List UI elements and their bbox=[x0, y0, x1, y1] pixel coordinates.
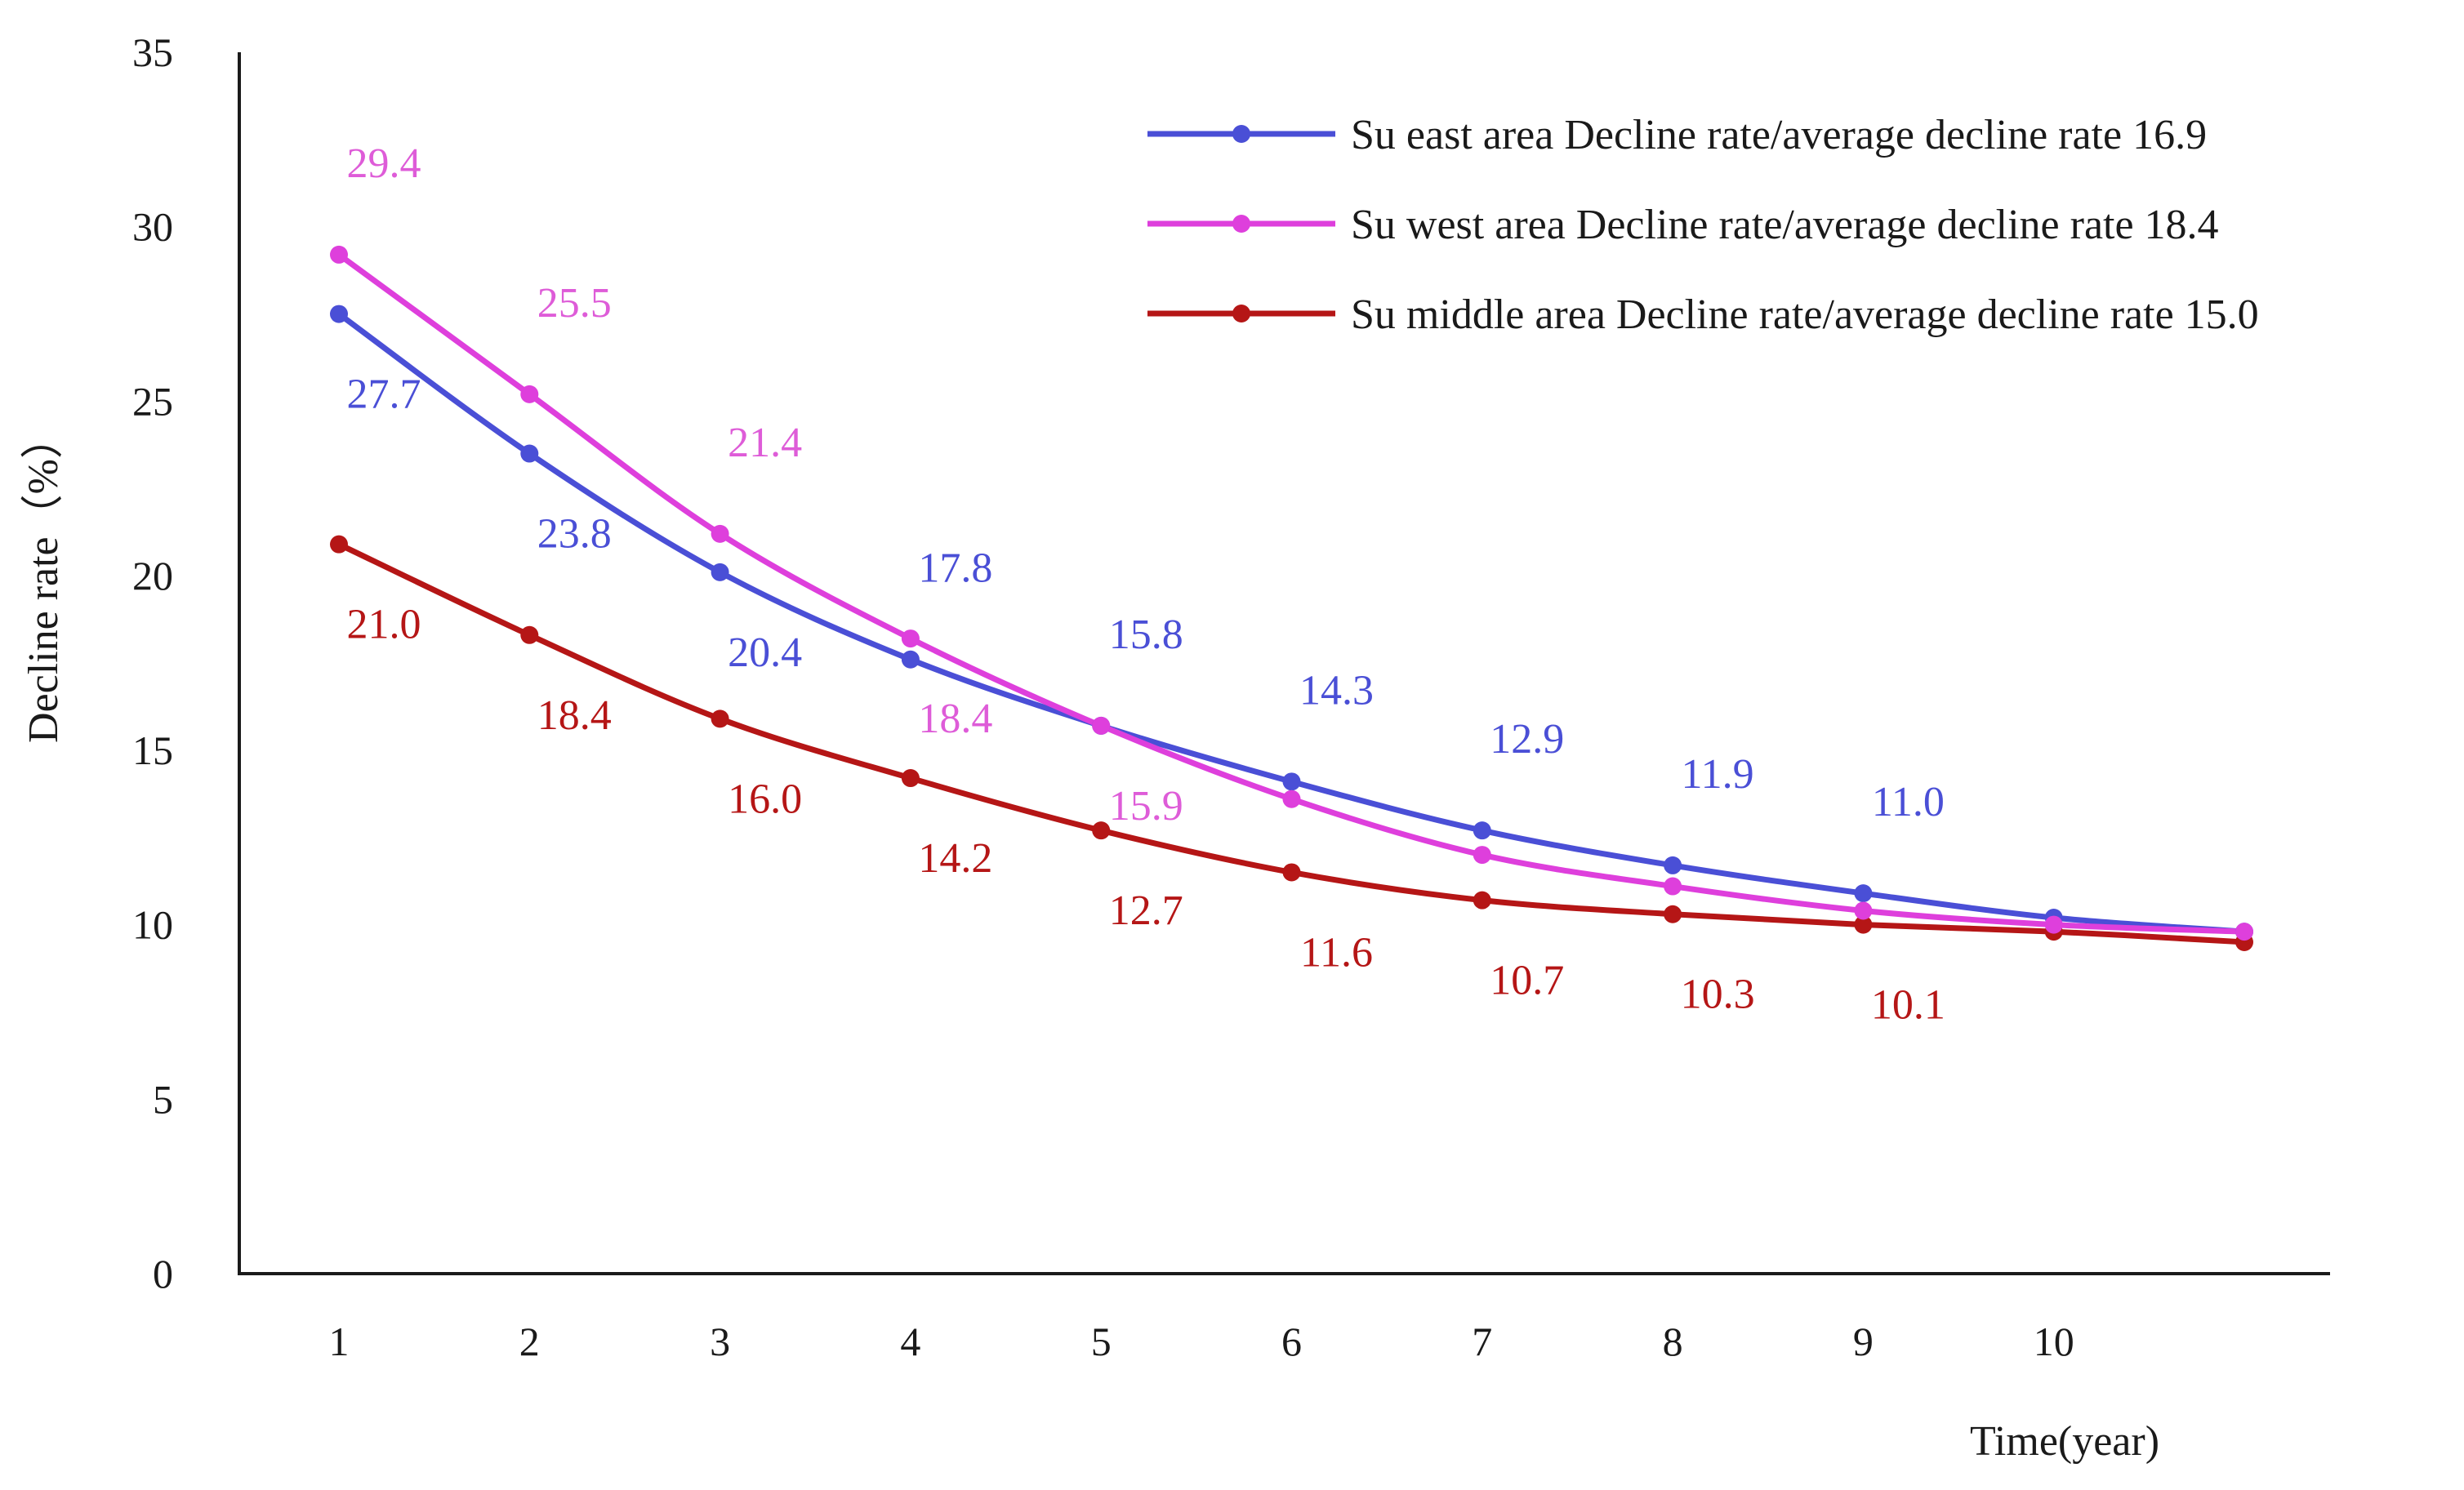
x-tick-label: 2 bbox=[519, 1319, 540, 1364]
data-label-middle: 14.2 bbox=[918, 835, 992, 882]
legend-label-east: Su east area Decline rate/average declin… bbox=[1351, 112, 2207, 158]
data-point-west bbox=[2235, 923, 2253, 941]
series-points bbox=[330, 245, 2253, 951]
data-point-west bbox=[1854, 901, 1873, 920]
series-line-east bbox=[336, 311, 2248, 935]
data-point-east bbox=[520, 444, 539, 463]
data-label-east: 12.9 bbox=[1490, 716, 1564, 763]
data-label-east: 11.9 bbox=[1682, 751, 1754, 798]
data-label-west: 29.4 bbox=[347, 140, 421, 187]
data-point-middle bbox=[711, 709, 729, 728]
x-tick-label: 10 bbox=[2034, 1319, 2074, 1364]
data-point-east bbox=[1854, 884, 1873, 903]
data-point-west bbox=[520, 385, 539, 403]
data-label-east: 14.3 bbox=[1299, 667, 1374, 714]
legend: Su east area Decline rate/average declin… bbox=[1147, 112, 2259, 338]
data-point-east bbox=[1282, 772, 1301, 791]
data-point-west bbox=[330, 245, 348, 264]
data-point-west bbox=[711, 524, 729, 543]
x-axis-ticks: 1 2 3 4 5 6 7 8 9 10 bbox=[329, 1319, 2074, 1364]
data-label-west: 15.9 bbox=[1109, 783, 1183, 830]
data-label-middle: 12.7 bbox=[1109, 887, 1183, 934]
x-tick-label: 6 bbox=[1281, 1319, 1302, 1364]
data-label-middle: 10.7 bbox=[1490, 958, 1564, 1004]
y-axis-ticks: 0 5 10 15 20 25 30 35 bbox=[132, 29, 173, 1297]
data-label-east: 17.8 bbox=[918, 545, 992, 592]
series-line-west bbox=[336, 251, 2248, 935]
data-label-east: 11.0 bbox=[1872, 779, 1945, 825]
data-label-west: 18.4 bbox=[918, 696, 992, 742]
legend-label-west: Su west area Decline rate/average declin… bbox=[1351, 202, 2219, 248]
x-tick-label: 7 bbox=[1472, 1319, 1492, 1364]
data-point-east bbox=[901, 650, 920, 669]
data-point-middle bbox=[1473, 891, 1491, 910]
x-tick-label: 5 bbox=[1091, 1319, 1112, 1364]
data-point-east bbox=[330, 305, 348, 323]
y-tick-label: 10 bbox=[132, 902, 173, 948]
data-label-middle: 10.1 bbox=[1871, 982, 1945, 1029]
data-point-west bbox=[1092, 716, 1111, 735]
data-point-middle bbox=[520, 625, 539, 644]
y-tick-label: 30 bbox=[132, 204, 173, 250]
data-label-middle: 11.6 bbox=[1300, 929, 1373, 976]
y-tick-label: 15 bbox=[132, 727, 173, 773]
data-label-middle: 21.0 bbox=[347, 602, 421, 648]
y-tick-label: 5 bbox=[153, 1076, 173, 1122]
series-line-middle bbox=[336, 541, 2248, 945]
data-point-middle bbox=[1664, 905, 1682, 923]
data-point-middle bbox=[1282, 863, 1301, 882]
data-point-west bbox=[1473, 846, 1491, 865]
data-label-east: 15.8 bbox=[1109, 612, 1183, 658]
x-tick-label: 4 bbox=[900, 1319, 920, 1364]
data-point-west bbox=[2044, 915, 2063, 934]
data-label-west: 25.5 bbox=[537, 280, 612, 327]
x-tick-label: 8 bbox=[1663, 1319, 1683, 1364]
data-label-east: 20.4 bbox=[728, 629, 802, 676]
y-tick-label: 35 bbox=[132, 29, 173, 75]
y-tick-label: 25 bbox=[132, 378, 173, 424]
legend-marker-east bbox=[1232, 125, 1250, 143]
data-label-west: 21.4 bbox=[728, 420, 802, 466]
y-tick-label: 20 bbox=[132, 553, 173, 598]
series-lines bbox=[336, 251, 2248, 945]
y-tick-label: 0 bbox=[153, 1251, 173, 1297]
x-tick-label: 1 bbox=[329, 1319, 350, 1364]
data-point-middle bbox=[1854, 915, 1873, 934]
data-point-west bbox=[901, 629, 920, 648]
data-point-east bbox=[711, 563, 729, 581]
axes bbox=[238, 52, 2330, 1275]
data-label-middle: 18.4 bbox=[537, 692, 612, 739]
data-point-west bbox=[1282, 789, 1301, 808]
data-point-middle bbox=[1092, 821, 1111, 840]
data-label-middle: 16.0 bbox=[728, 776, 802, 822]
data-label-east: 27.7 bbox=[347, 371, 421, 418]
legend-marker-west bbox=[1232, 215, 1250, 233]
data-point-middle bbox=[901, 769, 920, 788]
legend-marker-middle bbox=[1232, 305, 1250, 322]
y-axis-label: Decline rate（%） bbox=[20, 416, 67, 743]
data-point-middle bbox=[330, 535, 348, 554]
data-label-east: 23.8 bbox=[537, 511, 612, 558]
data-label-middle: 10.3 bbox=[1681, 972, 1755, 1018]
legend-label-middle: Su middle area Decline rate/average decl… bbox=[1351, 291, 2259, 338]
data-labels: 27.7 23.8 20.4 17.8 15.8 14.3 12.9 11.9 11.0 29.4… bbox=[347, 140, 1945, 1029]
x-tick-label: 9 bbox=[1853, 1319, 1874, 1364]
data-point-east bbox=[1664, 856, 1682, 874]
x-axis-label: Time(year) bbox=[1970, 1418, 2159, 1465]
data-point-east bbox=[1473, 821, 1491, 840]
data-point-west bbox=[1664, 877, 1682, 896]
x-tick-label: 3 bbox=[710, 1319, 730, 1364]
